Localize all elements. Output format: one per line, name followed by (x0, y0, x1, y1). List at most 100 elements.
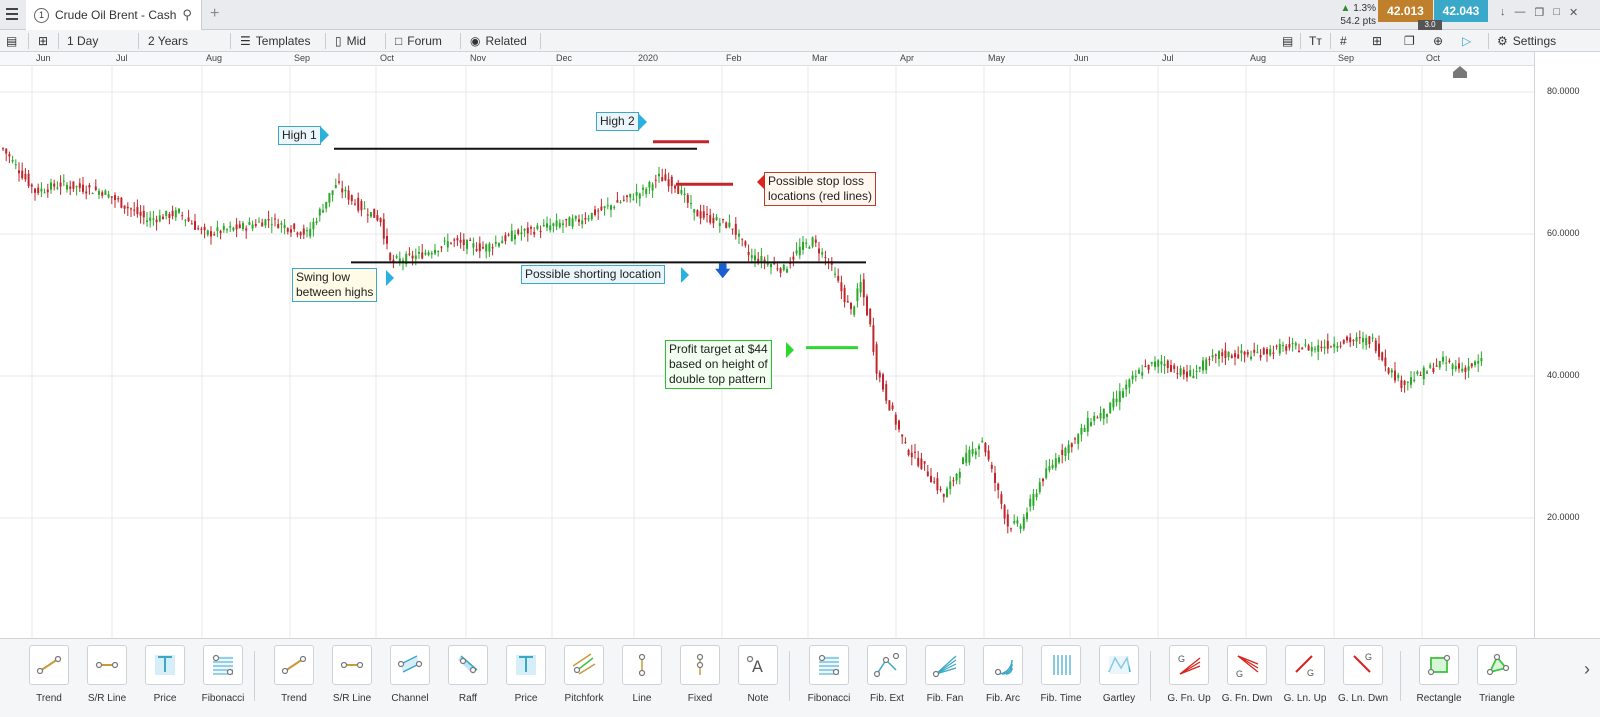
candle (613, 205, 616, 210)
related-button[interactable]: ◉ Related (470, 30, 527, 52)
candle (1173, 363, 1176, 373)
range-select[interactable]: 2 Years (148, 30, 188, 52)
candle (424, 249, 427, 256)
tool-s-r-line[interactable]: S/R Line (323, 645, 381, 713)
search-icon[interactable]: ⚲ (182, 7, 192, 22)
stop-loss-pointer (757, 174, 765, 190)
settings-button[interactable]: ⚙ Settings (1497, 30, 1556, 52)
tool-gartley[interactable]: Gartley (1090, 645, 1148, 713)
tool-fib-ext[interactable]: Fib. Ext (858, 645, 916, 713)
candle (1269, 345, 1272, 357)
layout-icon[interactable]: ⊞ (38, 34, 49, 48)
candle (139, 204, 142, 224)
tool-fixed[interactable]: Fixed (671, 645, 729, 713)
candle (645, 187, 648, 198)
spread-badge: 3.0 (1418, 20, 1442, 30)
tool-g-fn-dwn[interactable]: G G. Fn. Dwn (1218, 645, 1276, 713)
candle (1093, 412, 1096, 426)
price-chart[interactable] (0, 66, 1534, 638)
month-label: 2020 (638, 53, 659, 63)
candle (1381, 351, 1384, 362)
tool-price[interactable]: Price (497, 645, 555, 713)
month-label: Aug (206, 53, 223, 63)
templates-button[interactable]: ☰ Templates (240, 30, 310, 52)
candle (261, 218, 264, 227)
tool-fib-fan[interactable]: Fib. Fan (916, 645, 974, 713)
tool-fibonacci[interactable]: Fibonacci (194, 645, 252, 713)
list-icon[interactable]: ▤ (6, 34, 18, 48)
candle (376, 209, 379, 222)
candle (469, 237, 472, 242)
month-label: Feb (726, 53, 742, 63)
tool-triangle[interactable]: Triangle (1468, 645, 1526, 713)
tool-fib-arc[interactable]: Fib. Arc (974, 645, 1032, 713)
interval-select[interactable]: 1 Day (67, 30, 98, 52)
candle (453, 237, 456, 248)
candle (664, 168, 667, 182)
tool-fib-time[interactable]: Fib. Time (1032, 645, 1090, 713)
candle (1150, 361, 1153, 367)
candle (1272, 345, 1275, 360)
tool-s-r-line[interactable]: S/R Line (78, 645, 136, 713)
eye-icon: ◉ (470, 34, 481, 48)
crosshair-icon[interactable]: ⊞ (1372, 34, 1383, 48)
bar-chart-icon[interactable]: ▤ (1282, 34, 1294, 48)
price-icon (145, 645, 185, 685)
candle (725, 221, 728, 229)
tool-fibonacci[interactable]: Fibonacci (800, 645, 858, 713)
month-label: Oct (1426, 53, 1441, 63)
tool-raff[interactable]: Raff (439, 645, 497, 713)
price-axis[interactable]: 80.0000 60.0000 40.0000 20.0000 (1534, 52, 1600, 638)
candle (283, 218, 286, 235)
tool-g-ln-dwn[interactable]: G G. Ln. Dwn (1334, 645, 1392, 713)
tool-rectangle[interactable]: Rectangle (1410, 645, 1468, 713)
instrument-tab[interactable]: 1 Crude Oil Brent - Cash ⚲ (26, 0, 202, 30)
scroll-home-icon[interactable] (1453, 66, 1467, 78)
candle (654, 174, 657, 189)
restore-icon[interactable]: ❐ (1534, 7, 1545, 19)
maximize-icon[interactable]: □ (1553, 6, 1561, 18)
candle (574, 215, 577, 222)
add-tab-button[interactable]: + (210, 5, 220, 22)
tool-g-fn-up[interactable]: G G. Fn. Up (1160, 645, 1218, 713)
minimize-icon[interactable]: — (1514, 6, 1526, 18)
candle (1304, 338, 1307, 348)
candle (702, 204, 705, 220)
cursor-icon[interactable]: ⊕ (1433, 34, 1444, 48)
range-label: 2 Years (148, 34, 189, 48)
tri-icon (1477, 645, 1517, 685)
tool-price[interactable]: Price (136, 645, 194, 713)
tool-channel[interactable]: Channel (381, 645, 439, 713)
candle (1240, 344, 1243, 362)
collapse-icon[interactable]: ↓ (1500, 6, 1506, 18)
candles-icon: ▯ (335, 34, 342, 48)
mid-button[interactable]: ▯ Mid (335, 30, 366, 52)
candle (635, 183, 638, 204)
candle (1275, 344, 1278, 350)
candle (696, 209, 699, 217)
tool-trend[interactable]: Trend (265, 645, 323, 713)
tool-note[interactable]: A Note (729, 645, 787, 713)
buy-price-button[interactable]: 42.043 (1434, 0, 1488, 22)
sell-price-button[interactable]: 42.013 (1378, 0, 1433, 22)
menu-icon[interactable] (6, 8, 18, 20)
text-size-icon[interactable]: Tт (1309, 34, 1322, 48)
candle (840, 275, 843, 300)
candle (1365, 334, 1368, 350)
candle (930, 468, 932, 483)
copy-icon[interactable]: ❐ (1404, 34, 1415, 48)
grid-icon[interactable]: # (1340, 34, 1347, 48)
candle (309, 222, 312, 239)
tool-g-ln-up[interactable]: G G. Ln. Up (1276, 645, 1334, 713)
tag-icon[interactable]: ▷ (1462, 34, 1472, 48)
candle (718, 218, 721, 233)
candle (517, 228, 520, 236)
forum-button[interactable]: □ Forum (395, 30, 442, 52)
close-icon[interactable]: ✕ (1569, 7, 1579, 19)
tool-pitchfork[interactable]: Pitchfork (555, 645, 613, 713)
next-tools-icon[interactable]: › (1584, 659, 1590, 679)
tool-line[interactable]: Line (613, 645, 671, 713)
candle (75, 185, 78, 196)
month-label: Dec (556, 53, 573, 63)
tool-trend[interactable]: Trend (20, 645, 78, 713)
